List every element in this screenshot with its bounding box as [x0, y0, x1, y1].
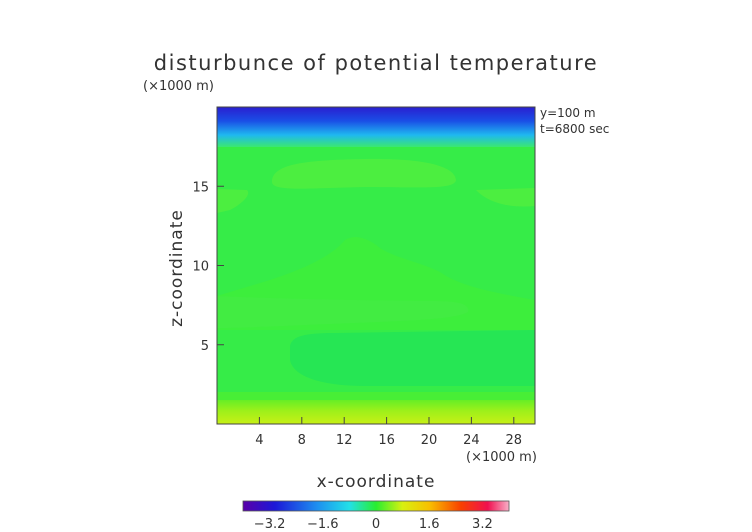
x-axis-ticks: 4 8 12 16 20 24 28: [255, 417, 522, 448]
colorbar-tick-label-0: −3.2: [254, 517, 286, 532]
right-side-lobe: [476, 188, 535, 207]
y-tick-label-1: 10: [192, 260, 209, 275]
colorbar: [242, 500, 510, 512]
x-tick-label-4: 20: [421, 433, 438, 448]
colorbar-tick-label-3: 1.6: [419, 517, 440, 532]
x-unit-label: (×1000 m): [466, 450, 537, 465]
y-tick-label-0: 5: [201, 339, 209, 354]
colorbar-tick-label-1: −1.6: [307, 517, 339, 532]
chart-title: disturbunce of potential temperature: [154, 51, 598, 75]
bottom-yellow-layer: [217, 398, 535, 424]
x-tick-label-0: 4: [255, 433, 263, 448]
x-axis-label: x-coordinate: [317, 472, 436, 492]
annotation-time: t=6800 sec: [540, 122, 609, 136]
y-tick-label-2: 15: [192, 180, 209, 195]
annotation-y-position: y=100 m: [540, 106, 596, 120]
bottom-band-transition: [217, 392, 535, 400]
x-tick-label-2: 12: [336, 433, 353, 448]
colorbar-ticks: −3.2 −1.6 0 1.6 3.2: [254, 517, 493, 532]
y-axis-ticks: 5 10 15: [192, 180, 224, 354]
y-axis-label: z-coordinate: [167, 209, 187, 327]
x-tick-label-3: 16: [378, 433, 395, 448]
colorbar-tick-label-4: 3.2: [472, 517, 493, 532]
x-tick-label-1: 8: [298, 433, 306, 448]
x-tick-label-5: 24: [463, 433, 480, 448]
mid-band-region: [217, 296, 469, 328]
y-unit-label: (×1000 m): [143, 79, 214, 94]
colorbar-tick-label-2: 0: [372, 517, 380, 532]
left-side-lobe: [217, 189, 249, 213]
heatmap-field: [217, 107, 535, 424]
upper-lobe-region: [272, 158, 456, 189]
x-tick-label-6: 28: [506, 433, 523, 448]
lower-pool-region: [290, 330, 535, 386]
top-blue-layer: [217, 107, 535, 147]
